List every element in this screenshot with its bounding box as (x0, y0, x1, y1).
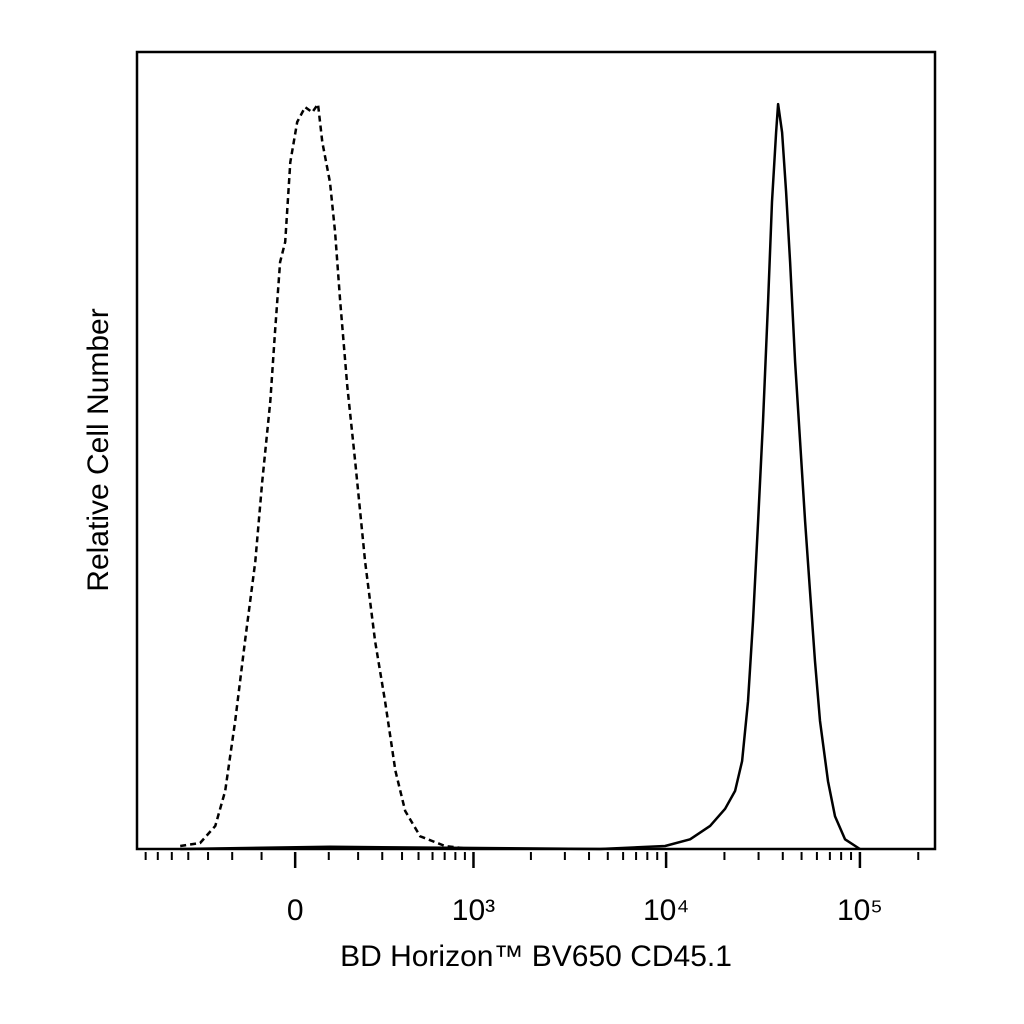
y-axis-label: Relative Cell Number (82, 308, 115, 591)
plot-frame (135, 50, 937, 851)
x-tick-label: 10³ (452, 894, 495, 927)
x-tick-label: 0 (287, 894, 304, 927)
histogram-line (180, 102, 471, 851)
x-tick-label: 10⁵ (837, 894, 883, 927)
x-tick-label: 10⁴ (643, 894, 689, 927)
histogram-line (180, 102, 861, 851)
x-axis-label: BD Horizon™ BV650 CD45.1 (340, 940, 732, 973)
